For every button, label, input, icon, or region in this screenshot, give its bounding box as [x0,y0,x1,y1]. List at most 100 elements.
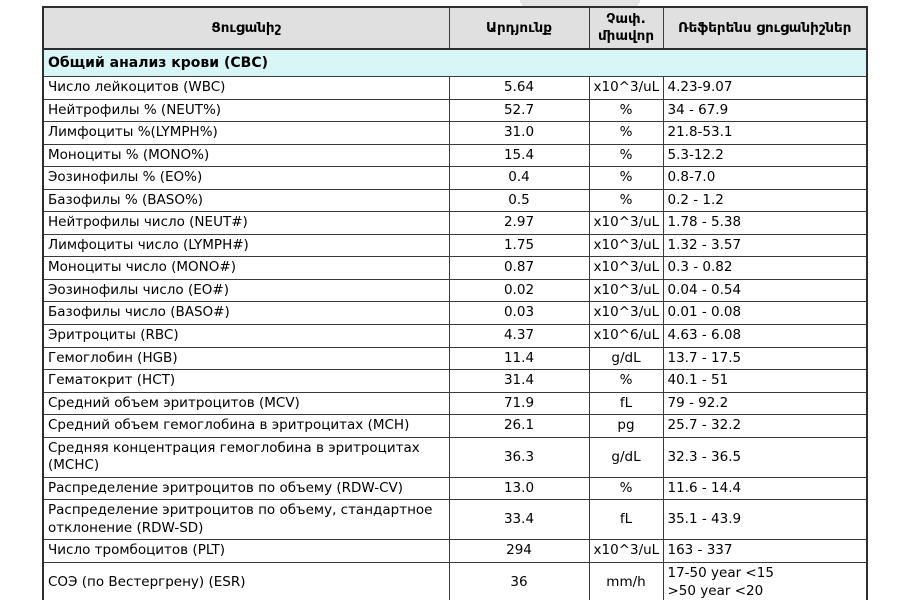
table-row: Базофилы число (BASO#) 0.03 x10^3/uL 0.0… [42,301,868,326]
table-header: Ցուցանիշ Արդյունք Չափ. միավոր Ռեֆերենս ց… [42,6,868,50]
test-name: Число тромбоцитов (PLT) [42,539,450,564]
test-result: 31.0 [448,121,590,145]
test-reference: 34 - 67.9 [662,98,868,123]
test-result: 71.9 [448,391,590,416]
test-result: 0.5 [448,188,590,213]
test-unit: fL [588,499,664,541]
table-row: Эозинофилы % (EO%) 0.4 % 0.8-7.0 [42,166,868,190]
test-unit: % [588,143,664,168]
test-result: 33.4 [448,499,590,541]
test-name: Число лейкоцитов (WBC) [42,76,450,100]
test-reference: 25.7 - 32.2 [662,414,868,438]
header-unit: Չափ. միավոր [588,6,664,50]
test-reference: 40.1 - 51 [662,369,868,393]
photo-artifact [520,0,640,7]
test-reference: 21.8-53.1 [662,121,868,145]
test-result: 36 [448,562,590,600]
header-row: Ցուցանիշ Արդյունք Չափ. միավոր Ռեֆերենս ց… [42,6,868,50]
table-row: Распределение эритроцитов по объему, ста… [42,499,868,541]
test-unit: x10^3/uL [588,211,664,235]
test-name: Моноциты число (MONO#) [42,256,450,280]
test-result: 1.75 [448,233,590,258]
section-row-cbc: Общий анализ крови (CBC) [42,48,868,77]
table-row: Базофилы % (BASO%) 0.5 % 0.2 - 1.2 [42,188,868,213]
test-reference: 11.6 - 14.4 [662,476,868,501]
test-name: Гемоглобин (HGB) [42,346,450,371]
test-result: 0.03 [448,301,590,326]
table-row: Нейтрофилы число (NEUT#) 2.97 x10^3/uL 1… [42,211,868,235]
test-reference: 4.63 - 6.08 [662,324,868,348]
test-name: Эритроциты (RBC) [42,324,450,348]
results-body: Общий анализ крови (CBC) Число лейкоцито… [42,48,868,600]
test-result: 13.0 [448,476,590,501]
test-result: 4.37 [448,324,590,348]
table-row: Нейтрофилы % (NEUT%) 52.7 % 34 - 67.9 [42,98,868,123]
test-reference: 0.01 - 0.08 [662,301,868,326]
header-reference: Ռեֆերենս ցուցանիշներ [662,6,868,50]
test-reference: 32.3 - 36.5 [662,436,868,478]
table-row: Гемоглобин (HGB) 11.4 g/dL 13.7 - 17.5 [42,346,868,371]
test-unit: x10^3/uL [588,278,664,303]
test-unit: % [588,476,664,501]
table-row: Лимфоциты число (LYMPH#) 1.75 x10^3/uL 1… [42,233,868,258]
test-reference: 1.32 - 3.57 [662,233,868,258]
test-result: 5.64 [448,76,590,100]
table-row: Эритроциты (RBC) 4.37 x10^6/uL 4.63 - 6.… [42,324,868,348]
test-name: СОЭ (по Вестергрену) (ESR) [42,562,450,600]
table-row: Число лейкоцитов (WBC) 5.64 x10^3/uL 4.2… [42,76,868,100]
test-reference: 0.2 - 1.2 [662,188,868,213]
table-row: Средний объем эритроцитов (MCV) 71.9 fL … [42,391,868,416]
table-row: Средний объем гемоглобина в эритроцитах … [42,414,868,438]
test-reference: 0.3 - 0.82 [662,256,868,280]
test-unit: x10^3/uL [588,539,664,564]
test-name: Нейтрофилы % (NEUT%) [42,98,450,123]
test-result: 294 [448,539,590,564]
test-name: Моноциты % (MONO%) [42,143,450,168]
test-unit: x10^3/uL [588,233,664,258]
test-reference: 0.8-7.0 [662,166,868,190]
test-name: Лимфоциты %(LYMPH%) [42,121,450,145]
test-name: Эозинофилы число (EO#) [42,278,450,303]
test-result: 36.3 [448,436,590,478]
test-unit: fL [588,391,664,416]
test-reference: 0.04 - 0.54 [662,278,868,303]
table-row: Средняя концентрация гемоглобина в эритр… [42,436,868,478]
test-unit: x10^3/uL [588,256,664,280]
cbc-results-table: Ցուցանիշ Արդյունք Չափ. միավոր Ռեֆերենս ց… [42,6,868,600]
table-row: Гематокрит (HCT) 31.4 % 40.1 - 51 [42,369,868,393]
test-unit: g/dL [588,436,664,478]
header-result: Արդյունք [448,6,590,50]
test-result: 15.4 [448,143,590,168]
test-result: 31.4 [448,369,590,393]
test-result: 26.1 [448,414,590,438]
test-name: Распределение эритроцитов по объему, ста… [42,499,450,541]
test-result: 52.7 [448,98,590,123]
test-reference: 4.23-9.07 [662,76,868,100]
test-name: Средний объем эритроцитов (MCV) [42,391,450,416]
test-reference: 35.1 - 43.9 [662,499,868,541]
test-name: Нейтрофилы число (NEUT#) [42,211,450,235]
test-name: Базофилы % (BASO%) [42,188,450,213]
table-row: Эозинофилы число (EO#) 0.02 x10^3/uL 0.0… [42,278,868,303]
test-name: Лимфоциты число (LYMPH#) [42,233,450,258]
test-reference: 79 - 92.2 [662,391,868,416]
table-row: Число тромбоцитов (PLT) 294 x10^3/uL 163… [42,539,868,564]
test-name: Базофилы число (BASO#) [42,301,450,326]
table-row: СОЭ (по Вестергрену) (ESR) 36 mm/h 17-50… [42,562,868,600]
test-unit: x10^6/uL [588,324,664,348]
test-unit: % [588,166,664,190]
test-unit: % [588,121,664,145]
test-unit: % [588,98,664,123]
test-unit: % [588,188,664,213]
test-result: 11.4 [448,346,590,371]
header-indicator: Ցուցանիշ [42,6,450,50]
test-name: Распределение эритроцитов по объему (RDW… [42,476,450,501]
test-unit: g/dL [588,346,664,371]
test-reference: 13.7 - 17.5 [662,346,868,371]
test-result: 0.87 [448,256,590,280]
test-unit: pg [588,414,664,438]
table-row: Распределение эритроцитов по объему (RDW… [42,476,868,501]
table-row: Моноциты число (MONO#) 0.87 x10^3/uL 0.3… [42,256,868,280]
test-name: Средняя концентрация гемоглобина в эритр… [42,436,450,478]
